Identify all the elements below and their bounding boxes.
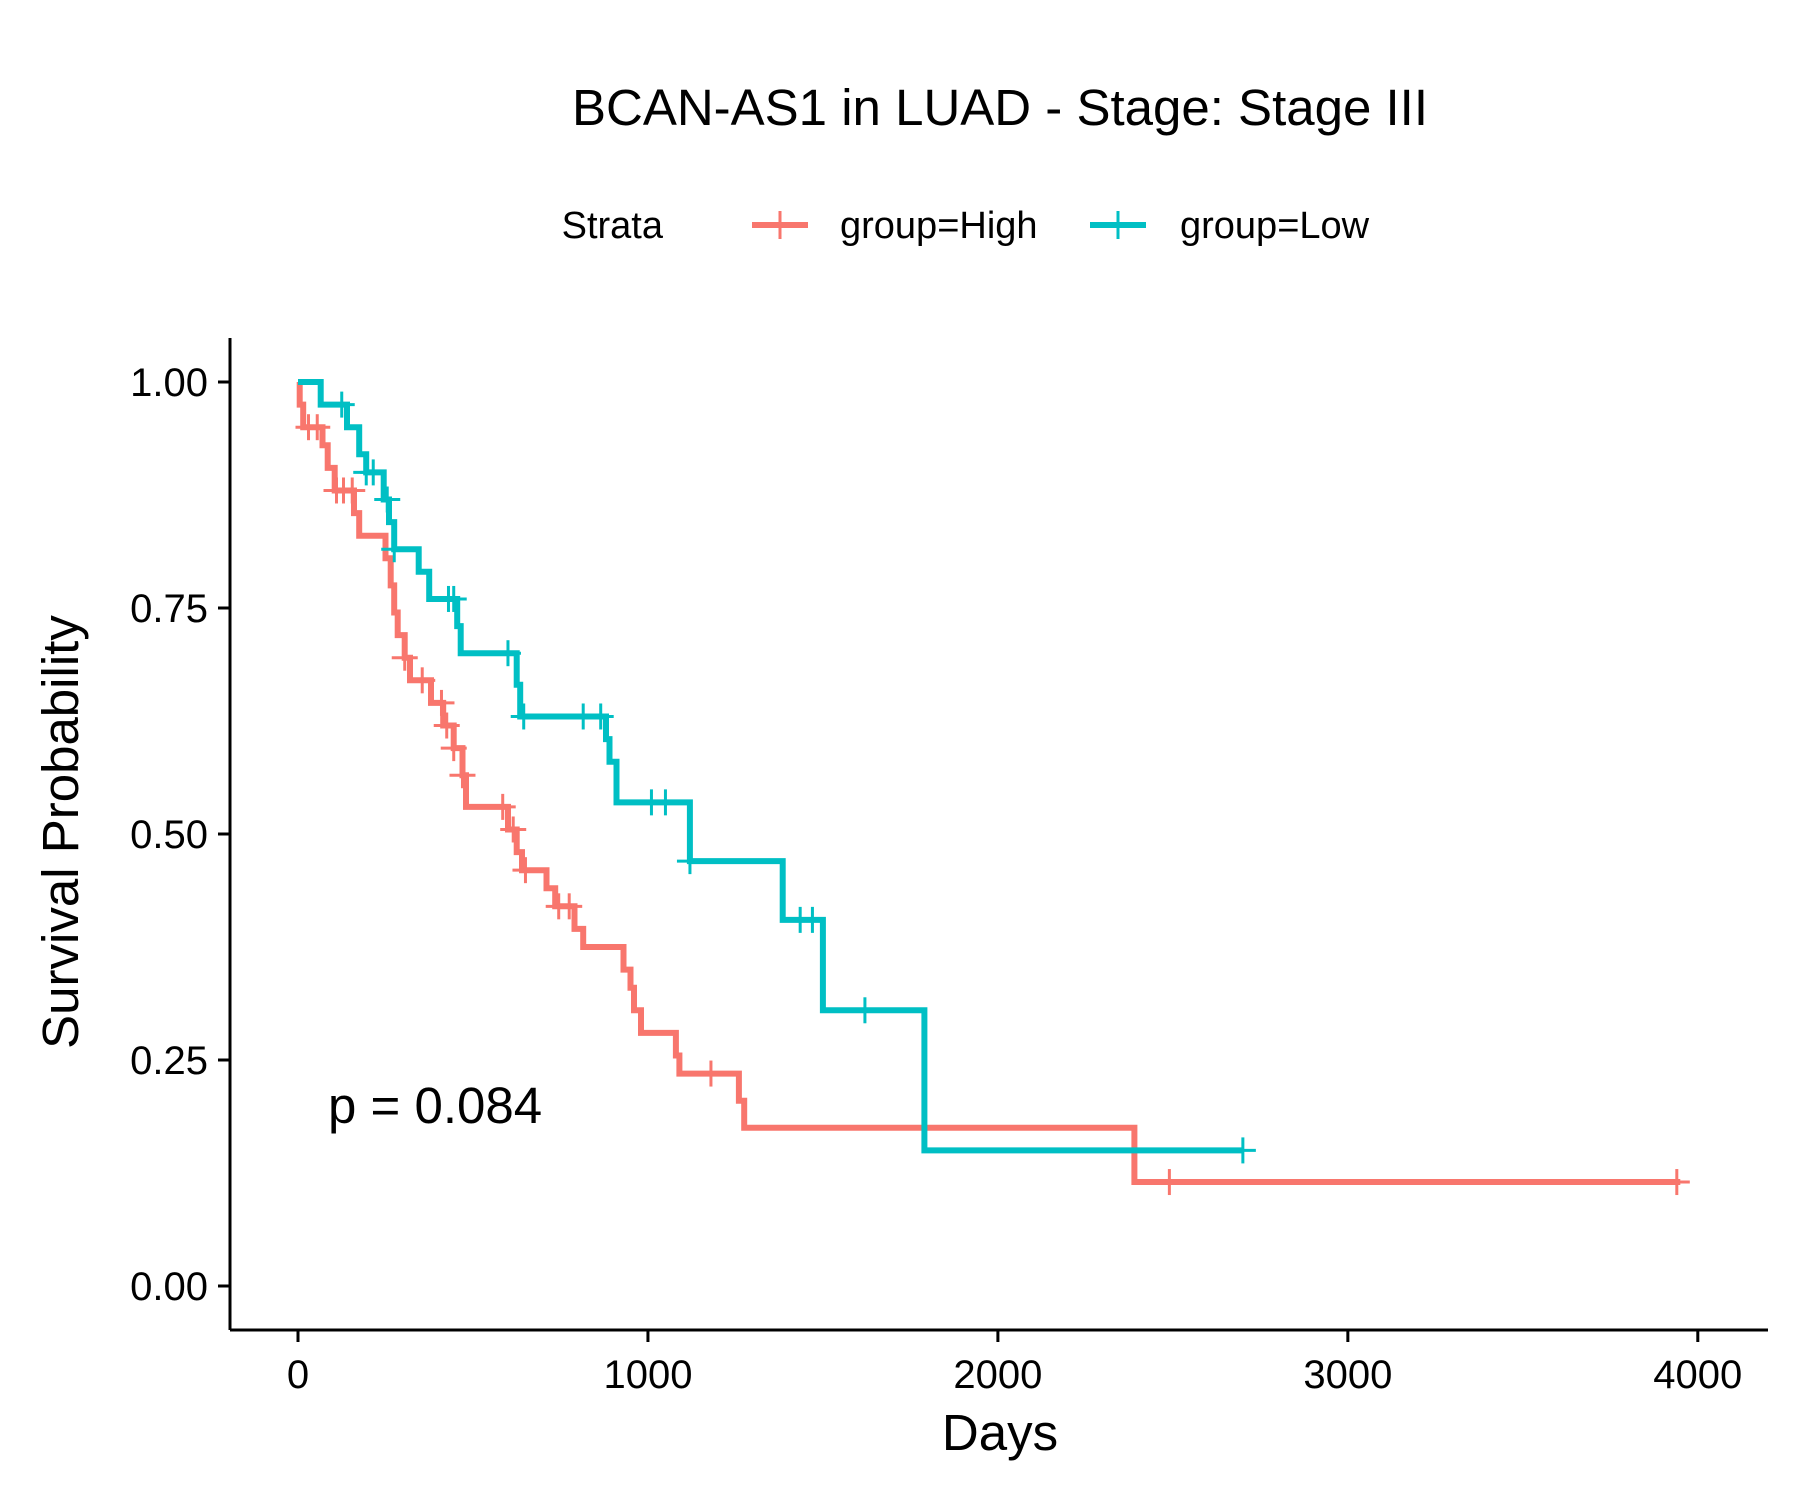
censor-mark-high bbox=[440, 735, 467, 762]
y-tick-label: 0.50 bbox=[130, 813, 208, 857]
censor-mark-low bbox=[851, 997, 878, 1024]
legend-key-high bbox=[752, 211, 808, 239]
x-tick-label: 1000 bbox=[603, 1353, 692, 1397]
legend: Strata group=High group=Low bbox=[562, 205, 1370, 247]
legend-label-high: group=High bbox=[840, 205, 1038, 247]
censor-mark-low bbox=[328, 391, 355, 418]
censor-mark-high bbox=[433, 712, 460, 739]
censor-mark-high bbox=[391, 644, 418, 671]
y-tick-label: 1.00 bbox=[130, 361, 208, 405]
censor-mark-low bbox=[799, 906, 826, 933]
x-tick-label: 4000 bbox=[1653, 1353, 1742, 1397]
x-axis-title: Days bbox=[942, 1404, 1058, 1461]
x-tick-label: 0 bbox=[287, 1353, 309, 1397]
censor-mark-high bbox=[697, 1060, 724, 1087]
censor-mark-high bbox=[1156, 1169, 1183, 1196]
censor-mark-low bbox=[587, 703, 614, 730]
censor-mark-high bbox=[1663, 1169, 1690, 1196]
survival-curve-high bbox=[296, 379, 1681, 1185]
censor-mark-low bbox=[676, 848, 703, 875]
censor-mark-high bbox=[556, 893, 583, 920]
plot-area: 0.00 0.25 0.50 0.75 1.00 0 1000 2000 3000 4000 bbox=[130, 338, 1768, 1397]
censor-mark-low bbox=[1229, 1137, 1256, 1164]
censor-mark-low bbox=[360, 459, 387, 486]
censor-mark-high bbox=[409, 667, 436, 694]
censor-mark-low bbox=[510, 703, 537, 730]
y-axis-title: Survival Probability bbox=[32, 615, 89, 1049]
censor-mark-low bbox=[440, 585, 467, 612]
x-tick-label: 3000 bbox=[1303, 1353, 1392, 1397]
legend-title: Strata bbox=[562, 205, 664, 247]
chart-title: BCAN-AS1 in LUAD - Stage: Stage III bbox=[572, 79, 1428, 136]
censor-mark-high bbox=[512, 857, 539, 884]
y-tick-label: 0.25 bbox=[130, 1039, 208, 1083]
censor-mark-high bbox=[449, 762, 476, 789]
survival-curve-low bbox=[298, 379, 1243, 1154]
censor-mark-low bbox=[494, 640, 521, 667]
legend-label-low: group=Low bbox=[1180, 205, 1370, 247]
legend-key-low bbox=[1090, 211, 1146, 239]
censor-mark-high bbox=[304, 414, 331, 441]
x-tick-label: 2000 bbox=[953, 1353, 1042, 1397]
censor-mark-low bbox=[374, 486, 401, 513]
y-tick-label: 0.75 bbox=[130, 587, 208, 631]
censor-mark-high bbox=[428, 689, 455, 716]
y-tick-label: 0.00 bbox=[130, 1265, 208, 1309]
censor-mark-low bbox=[381, 536, 408, 563]
p-value-annotation: p = 0.084 bbox=[328, 1077, 542, 1134]
censor-mark-high bbox=[500, 816, 527, 843]
censor-mark-low bbox=[652, 789, 679, 816]
censor-mark-high bbox=[339, 477, 366, 504]
censor-mark-high bbox=[489, 793, 516, 820]
